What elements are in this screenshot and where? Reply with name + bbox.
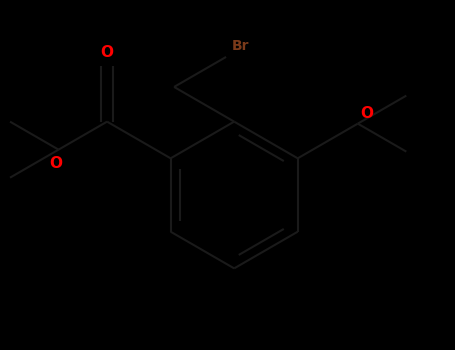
- Text: O: O: [50, 156, 62, 171]
- Text: O: O: [360, 106, 374, 121]
- Text: O: O: [101, 45, 114, 60]
- Text: Br: Br: [232, 39, 249, 53]
